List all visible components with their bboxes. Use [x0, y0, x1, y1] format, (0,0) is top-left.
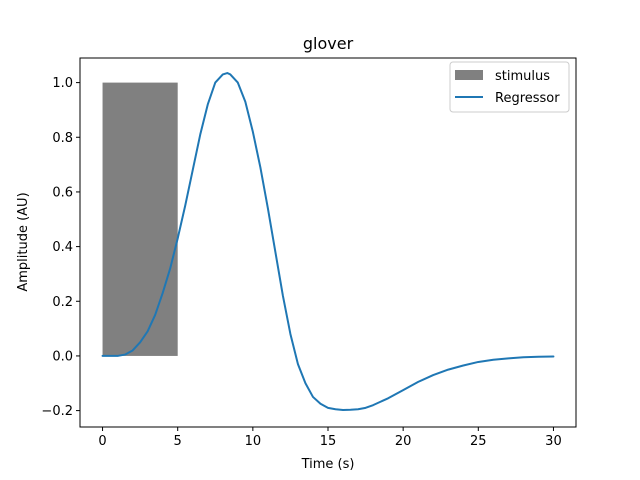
y-tick-label: 0.8: [52, 131, 73, 146]
x-tick-label: 25: [470, 434, 487, 449]
x-axis-label: Time (s): [301, 457, 355, 472]
axes: 0 5 10 15 20 25 30 −0.2 0.0 0.2 0.4 0.6 0.8 1.0: [41, 57, 577, 449]
legend-stimulus-swatch: [455, 70, 483, 80]
x-tick-label: 20: [395, 434, 412, 449]
legend-stimulus-label: stimulus: [495, 69, 550, 84]
y-tick-label: 1.0: [52, 76, 73, 91]
series-line-0: [101, 72, 555, 412]
x-tick-label: 0: [98, 434, 106, 449]
legend-regressor-label: Regressor: [495, 91, 560, 106]
x-tick-label: 30: [545, 434, 562, 449]
y-tick-label: 0.6: [52, 185, 73, 200]
x-tick-label: 5: [174, 434, 182, 449]
y-tick-label: 0.2: [52, 295, 73, 310]
y-tick-label: −0.2: [41, 404, 73, 419]
x-tick-label: 15: [320, 434, 337, 449]
legend: stimulus Regressor: [449, 61, 570, 113]
stimulus-bar: [102, 82, 178, 356]
y-tick-label: 0.0: [52, 349, 73, 364]
y-axis-label: Amplitude (AU): [16, 192, 31, 291]
plot-area: [101, 72, 555, 412]
y-tick-label: 0.4: [52, 240, 73, 255]
x-tick-label: 10: [245, 434, 262, 449]
chart-title: glover: [303, 34, 354, 53]
